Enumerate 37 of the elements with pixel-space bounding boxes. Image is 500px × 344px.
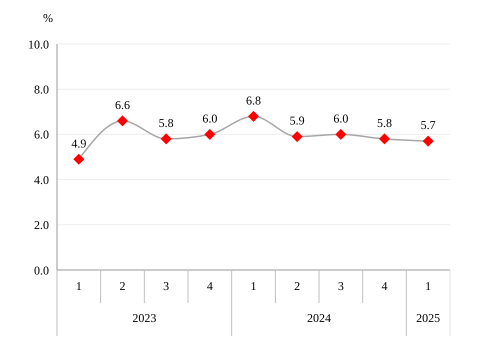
point — [292, 131, 303, 142]
y-tick-label: 6.0 — [34, 128, 49, 142]
x-tick-label: 2 — [120, 279, 126, 293]
x-tick-label: 4 — [206, 279, 213, 293]
data-label: 5.7 — [420, 118, 436, 132]
data-label: 5.8 — [158, 116, 174, 130]
point — [248, 110, 259, 122]
text: 2025 — [416, 311, 440, 325]
point — [117, 115, 128, 126]
y-tick-label: 2.0 — [34, 218, 49, 232]
point — [379, 133, 390, 144]
data-label: 6.0 — [202, 111, 218, 126]
data-label: 6.8 — [246, 93, 261, 108]
x-tick-label: 2 — [294, 279, 300, 293]
y-tick-label: 0.0 — [34, 263, 49, 278]
data-label: 6.0 — [333, 111, 348, 126]
data-label: 5.9 — [290, 114, 305, 128]
point — [204, 128, 216, 140]
x-tick-label: 3 — [338, 279, 344, 293]
text: 2023 — [132, 311, 156, 325]
x-tick-label: 1 — [250, 279, 256, 293]
data-label: 6.6 — [115, 98, 130, 112]
x-tick-label: 1 — [425, 279, 432, 293]
data-label: 5.8 — [377, 116, 392, 130]
data-label: 4.9 — [71, 136, 86, 150]
y-tick-label: 8.0 — [34, 82, 49, 96]
x-tick-label: 4 — [382, 279, 388, 293]
point — [335, 128, 346, 140]
point — [160, 133, 172, 144]
x-tick-label: 3 — [163, 279, 170, 293]
point — [422, 136, 434, 147]
y-tick-label: 10.0 — [28, 37, 49, 52]
y-axis-title: % — [43, 11, 53, 25]
y-tick-label: 4.0 — [34, 172, 49, 187]
text: 2024 — [307, 311, 331, 325]
x-tick-label: 1 — [76, 279, 82, 293]
point — [73, 154, 84, 165]
